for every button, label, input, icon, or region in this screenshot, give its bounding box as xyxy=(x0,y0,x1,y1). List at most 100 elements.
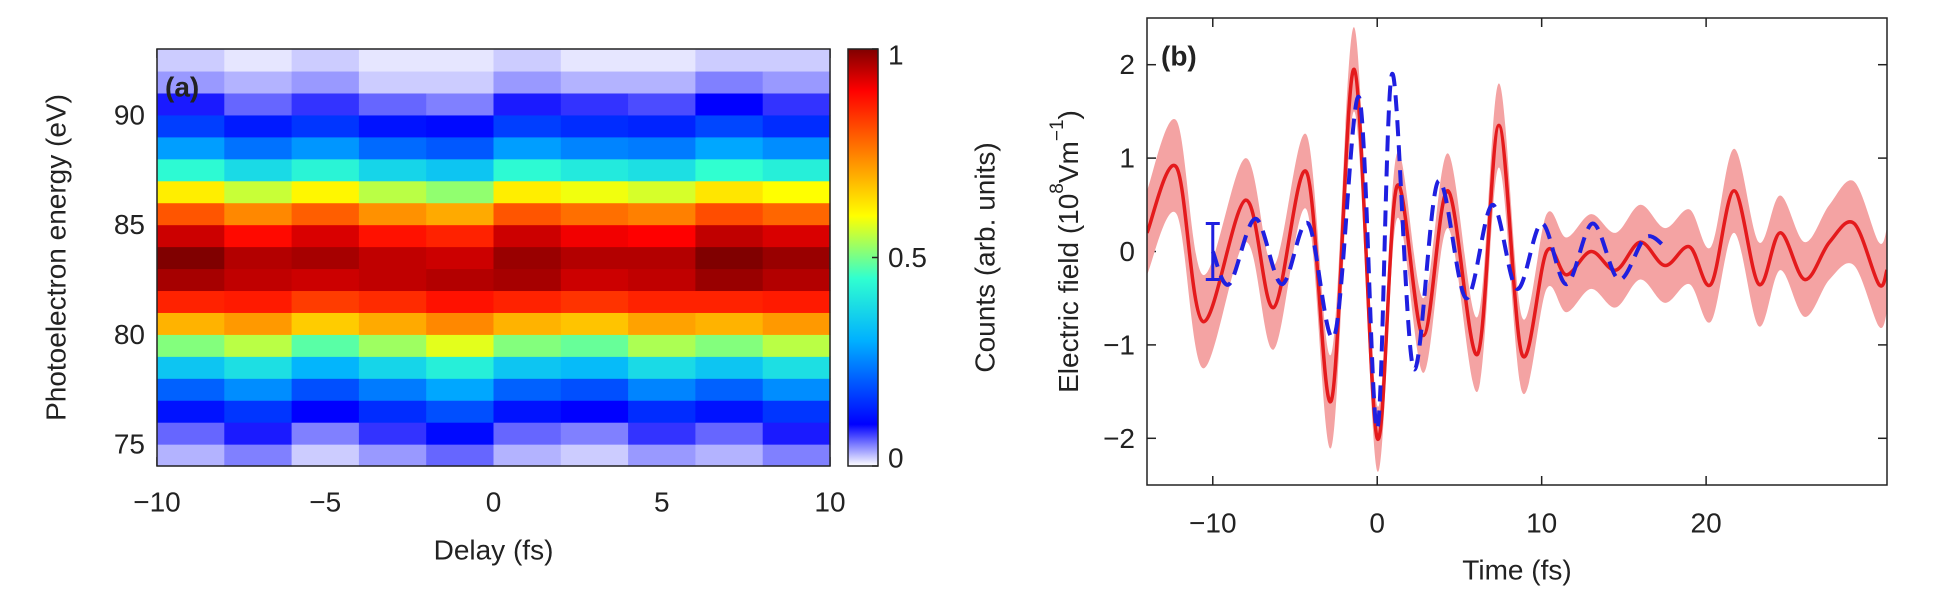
heatmap-cell xyxy=(291,312,360,335)
heatmap-cell xyxy=(560,290,629,313)
heatmap-cell xyxy=(358,400,427,423)
y-axis-label-part: 8 xyxy=(1047,183,1068,194)
heatmap-cell xyxy=(628,246,696,270)
heatmap-cell xyxy=(358,246,427,270)
heatmap-cell xyxy=(426,444,495,467)
heatmap-cell xyxy=(560,180,629,204)
heatmap-cell xyxy=(560,246,629,270)
heatmap-cell xyxy=(157,444,225,467)
heatmap-cell xyxy=(695,224,764,248)
heatmap-cell xyxy=(493,312,562,335)
heatmap-cell xyxy=(157,356,225,379)
heatmap-cell xyxy=(426,334,495,357)
heatmap-cell xyxy=(493,334,562,357)
heatmap-cell xyxy=(695,400,764,423)
heatmap-cell xyxy=(426,312,495,335)
heatmap-cell xyxy=(695,422,764,445)
heatmap-cell xyxy=(628,136,696,160)
heatmap-cell xyxy=(157,312,225,335)
heatmap-cell xyxy=(358,290,427,313)
heatmap-cell xyxy=(560,224,629,248)
y-axis-label: Photoelectron energy (eV) xyxy=(41,94,72,421)
heatmap-cell xyxy=(291,70,360,94)
heatmap-cell xyxy=(628,92,696,116)
heatmap-cell xyxy=(426,202,495,226)
heatmap-cell xyxy=(358,136,427,160)
heatmap-cell xyxy=(224,334,293,357)
heatmap-cell xyxy=(695,246,764,270)
heatmap-cell xyxy=(426,224,495,248)
heatmap-cell xyxy=(695,49,764,72)
heatmap-cell xyxy=(358,158,427,182)
heatmap-cell xyxy=(628,290,696,313)
heatmap-cell xyxy=(493,378,562,401)
heatmap-cell xyxy=(560,158,629,182)
plot-frame xyxy=(1146,17,1888,486)
y-axis-label-part: ) xyxy=(1053,110,1084,119)
heatmap-cell xyxy=(762,356,831,379)
heatmap-cell xyxy=(426,49,495,72)
heatmap-cell xyxy=(224,246,293,270)
heatmap-cell xyxy=(157,224,225,248)
y-tick-label: 80 xyxy=(114,319,145,350)
heatmap-cell xyxy=(695,114,764,138)
heatmap-cell xyxy=(560,378,629,401)
heatmap-cell xyxy=(695,70,764,94)
heatmap-cell xyxy=(291,422,360,445)
heatmap-cell xyxy=(695,268,764,292)
heatmap-cell xyxy=(157,202,225,226)
y-tick-label: 0 xyxy=(1119,236,1135,267)
heatmap-cell xyxy=(628,70,696,94)
heatmap-cell xyxy=(358,422,427,445)
heatmap-cell xyxy=(493,224,562,248)
heatmap-cell xyxy=(628,400,696,423)
heatmap-cell xyxy=(560,92,629,116)
heatmap-cell xyxy=(224,136,293,160)
heatmap-cell xyxy=(224,224,293,248)
heatmap-cell xyxy=(426,356,495,379)
heatmap-cell xyxy=(628,114,696,138)
heatmap-cell xyxy=(695,202,764,226)
heatmap-cell xyxy=(695,378,764,401)
heatmap-cell xyxy=(291,180,360,204)
heatmap-cell xyxy=(560,114,629,138)
heatmap-cell xyxy=(291,400,360,423)
heatmap-cell xyxy=(560,356,629,379)
heatmap-cell xyxy=(291,378,360,401)
heatmap-cell xyxy=(224,312,293,335)
heatmap-cell xyxy=(157,268,225,292)
heatmap-cell xyxy=(358,334,427,357)
heatmap-cell xyxy=(157,400,225,423)
heatmap-cell xyxy=(157,70,225,94)
heatmap-cell xyxy=(628,378,696,401)
y-axis-label-part: Electric field (10 xyxy=(1053,194,1084,393)
heatmap-cell xyxy=(493,49,562,72)
panel-label: (b) xyxy=(1161,41,1197,72)
heatmap-cell xyxy=(224,268,293,292)
heatmap xyxy=(157,49,831,467)
heatmap-cell xyxy=(762,70,831,94)
heatmap-cell xyxy=(426,180,495,204)
heatmap-cell xyxy=(628,49,696,72)
heatmap-cell xyxy=(358,268,427,292)
heatmap-cell xyxy=(426,158,495,182)
heatmap-cell xyxy=(157,49,225,72)
y-tick-label: 1 xyxy=(1119,143,1135,174)
heatmap-cell xyxy=(358,202,427,226)
heatmap-cell xyxy=(291,202,360,226)
heatmap-cell xyxy=(358,378,427,401)
heatmap-cell xyxy=(157,334,225,357)
y-tick-label: −1 xyxy=(1103,329,1135,360)
line xyxy=(1147,67,1887,441)
heatmap-cell xyxy=(426,70,495,94)
heatmap-cell xyxy=(224,290,293,313)
plot-area xyxy=(1147,27,1887,472)
heatmap-cell xyxy=(560,312,629,335)
heatmap-cell xyxy=(695,290,764,313)
colorbar-tick-label: 0.5 xyxy=(888,242,927,273)
heatmap-cell xyxy=(157,422,225,445)
heatmap-cell xyxy=(493,92,562,116)
heatmap-cell xyxy=(695,356,764,379)
heatmap-cell xyxy=(358,49,427,72)
